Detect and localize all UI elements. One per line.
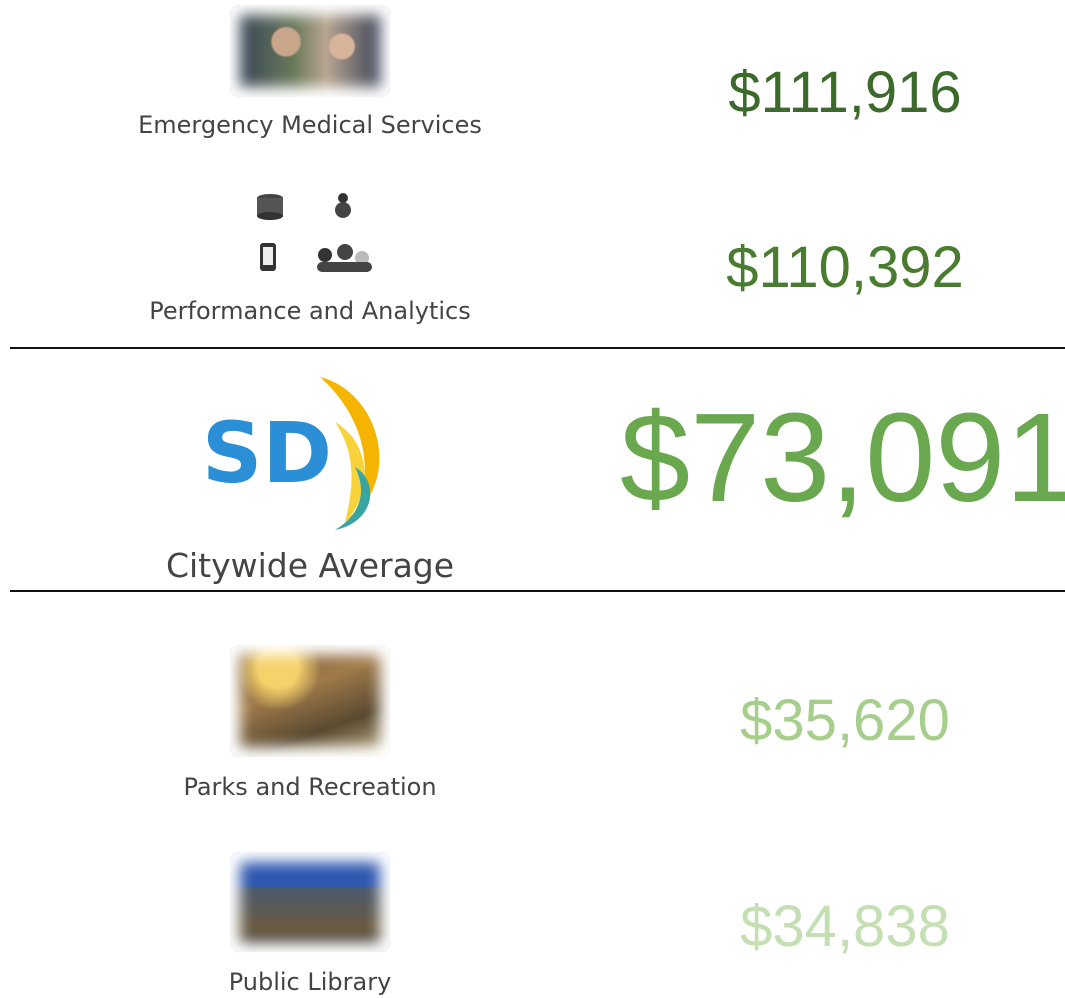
divider [10,590,1065,592]
salary-value: $35,620 [620,692,1065,750]
ems-photo [230,5,390,97]
department-label: Performance and Analytics [110,296,510,326]
parks-photo [230,645,390,757]
city-logo: SD [205,372,420,542]
department-label: Emergency Medical Services [110,110,510,140]
salary-value: $110,392 [620,239,1065,297]
library-photo [230,852,390,952]
salary-value: $34,838 [620,898,1065,956]
department-label: Parks and Recreation [110,772,510,802]
salary-value: $73,091 [620,395,1065,521]
department-label: Citywide Average [110,546,510,586]
page: {"items": [ {"label": "Emergency Medical… [0,0,1065,998]
salary-value: $111,916 [620,64,1065,122]
logo-text: SD [205,404,332,502]
department-label: Public Library [110,967,510,997]
divider [10,347,1065,349]
analytics-icons [245,188,380,278]
